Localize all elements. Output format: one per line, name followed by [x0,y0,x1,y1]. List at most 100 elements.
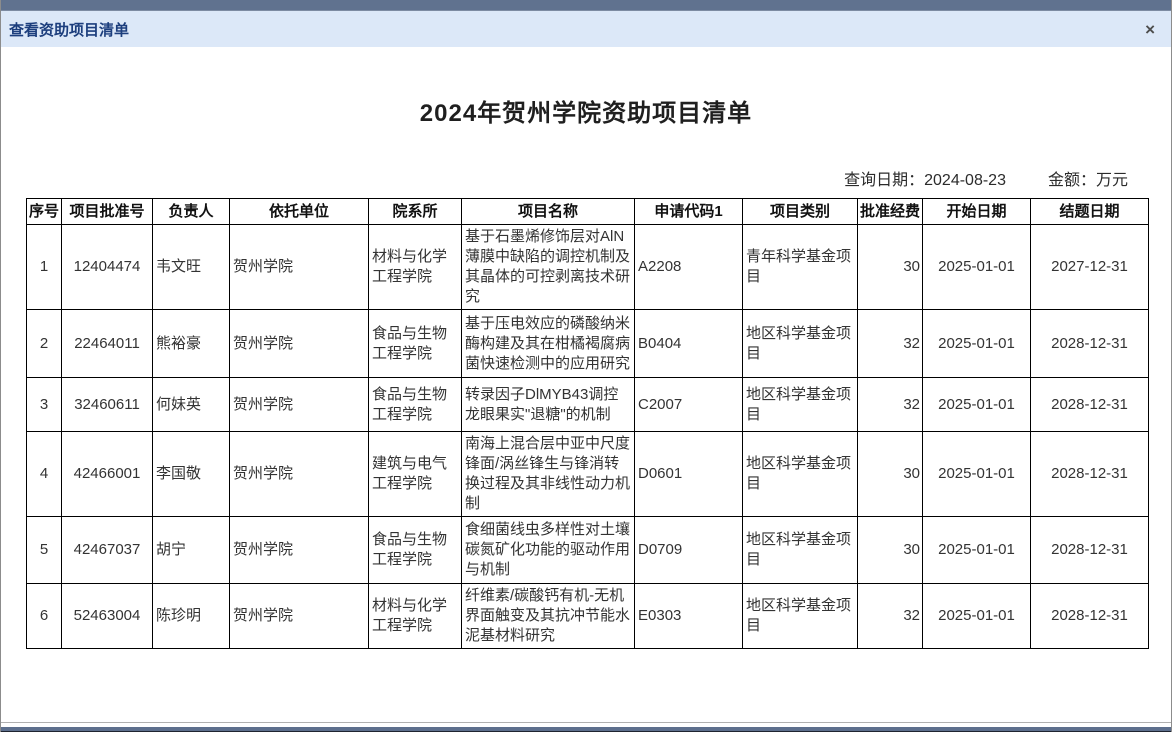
page-title: 2024年贺州学院资助项目清单 [419,100,753,127]
window-bottom-bar [1,727,1171,732]
table-cell: 22464011 [61,309,153,378]
bottom-gap [1,723,1171,727]
table-cell: 32460611 [61,377,153,432]
table-cell: 32 [857,583,923,649]
table-cell: 2025-01-01 [922,431,1031,517]
table-cell: 32 [857,377,923,432]
table-cell: 贺州学院 [229,583,369,649]
table-cell: D0709 [634,516,743,584]
table-cell: 建筑与电气工程学院 [368,431,462,517]
table-cell: 2028-12-31 [1030,516,1149,584]
table-cell: 贺州学院 [229,431,369,517]
table-cell: 熊裕豪 [152,309,230,378]
column-header: 项目名称 [461,198,635,225]
amount-label: 金额： [1047,172,1096,189]
table-cell: 胡宁 [152,516,230,584]
dialog-bottom-border [1,722,1171,723]
column-header: 申请代码1 [634,198,743,225]
table-cell: C2007 [634,377,743,432]
table-cell: 青年科学基金项目 [742,224,858,310]
table-cell: 2027-12-31 [1030,224,1149,310]
table-cell: 2 [26,309,62,378]
table-cell: 32 [857,309,923,378]
table-cell: 食细菌线虫多样性对土壤碳氮矿化功能的驱动作用与机制 [461,516,635,584]
query-date-label: 查询日期： [844,172,925,189]
column-header: 院系所 [368,198,462,225]
table-cell: 地区科学基金项目 [742,583,858,649]
table-cell: 贺州学院 [229,516,369,584]
table-row: 2 22464011 熊裕豪 贺州学院 食品与生物工程学院 基于压电效应的磷酸纳米酶构建及… [26,309,1149,378]
table-row: 6 52463004 陈珍明 贺州学院 材料与化学工程学院 纤维素/碳酸钙有机-无机界面触… [26,583,1149,649]
table-cell: 贺州学院 [229,224,369,310]
table-cell: 地区科学基金项目 [742,431,858,517]
table-cell: 陈珍明 [152,583,230,649]
table-cell: 地区科学基金项目 [742,516,858,584]
table-cell: 2028-12-31 [1030,431,1149,517]
table-row: 4 42466001 李国敬 贺州学院 建筑与电气工程学院 南海上混合层中亚中尺度锋面/涡… [26,431,1149,517]
table-cell: B0404 [634,309,743,378]
table-cell: 何妹英 [152,377,230,432]
window-top-bar [1,0,1171,11]
table-cell: 2028-12-31 [1030,583,1149,649]
table-cell: 地区科学基金项目 [742,377,858,432]
table-cell: 42466001 [61,431,153,517]
table-cell: 基于石墨烯修饰层对AlN薄膜中缺陷的调控机制及其晶体的可控剥离技术研究 [461,224,635,310]
projects-table: 序号 项目批准号 负责人 依托单位 院系所 项目名称 申请代码1 项目类别 批准经费 开始日期 结题… [26,198,1149,649]
column-header: 依托单位 [229,198,369,225]
table-cell: 42467037 [61,516,153,584]
table-cell: 6 [26,583,62,649]
table-cell: 贺州学院 [229,309,369,378]
table-cell: 食品与生物工程学院 [368,309,462,378]
table-cell: 纤维素/碳酸钙有机-无机界面触变及其抗冲节能水泥基材料研究 [461,583,635,649]
dialog-content: 2024年贺州学院资助项目清单 查询日期：2024-08-23 金额：万元 序号项… [1,93,1171,649]
table-cell: 转录因子DlMYB43调控龙眼果实"退糖"的机制 [461,377,635,432]
column-header: 负责人 [152,198,230,225]
table-row: 5 42467037 胡宁 贺州学院 食品与生物工程学院 食细菌线虫多样性对土壤碳氮矿化功… [26,516,1149,584]
table-row: 3 32460611 何妹英 贺州学院 食品与生物工程学院 转录因子DlMYB43调控龙眼… [26,377,1149,432]
table-cell: 30 [857,431,923,517]
query-meta-line: 查询日期：2024-08-23 金额：万元 [26,166,1146,190]
table-cell: 1 [26,224,62,310]
table-cell: 30 [857,516,923,584]
table-cell: 南海上混合层中亚中尺度锋面/涡丝锋生与锋消转换过程及其非线性动力机制 [461,431,635,517]
table-header-row: 序号 项目批准号 负责人 依托单位 院系所 项目名称 申请代码1 项目类别 批准经费 开始日期 结题… [26,198,1149,225]
table-cell: 2025-01-01 [922,377,1031,432]
column-header: 项目类别 [742,198,858,225]
column-header: 批准经费 [857,198,923,225]
table-cell: 食品与生物工程学院 [368,377,462,432]
table-cell: 30 [857,224,923,310]
query-date-value: 2024-08-23 [924,172,1006,189]
table-cell: 12404474 [61,224,153,310]
table-cell: 韦文旺 [152,224,230,310]
table-cell: E0303 [634,583,743,649]
column-header: 序号 [26,198,62,225]
dialog-titlebar: 查看资助项目清单 × [1,11,1171,47]
table-cell: 李国敬 [152,431,230,517]
table-cell: 2028-12-31 [1030,309,1149,378]
column-header: 结题日期 [1030,198,1149,225]
window-bottom-edge [1,722,1171,732]
table-cell: 5 [26,516,62,584]
dialog-title: 查看资助项目清单 [9,21,130,39]
table-cell: 4 [26,431,62,517]
table-cell: 2025-01-01 [922,224,1031,310]
table-cell: 2028-12-31 [1030,377,1149,432]
table-cell: 材料与化学工程学院 [368,224,462,310]
table-cell: 2025-01-01 [922,309,1031,378]
table-row: 1 12404474 韦文旺 贺州学院 材料与化学工程学院 基于石墨烯修饰层对AlN薄膜中… [26,224,1149,310]
table-cell: 2025-01-01 [922,516,1031,584]
table-cell: D0601 [634,431,743,517]
table-cell: 2025-01-01 [922,583,1031,649]
table-cell: 材料与化学工程学院 [368,583,462,649]
table-cell: 食品与生物工程学院 [368,516,462,584]
column-header: 开始日期 [922,198,1031,225]
table-cell: 52463004 [61,583,153,649]
table-cell: 贺州学院 [229,377,369,432]
table-cell: 3 [26,377,62,432]
column-header: 项目批准号 [61,198,153,225]
table-cell: A2208 [634,224,743,310]
close-icon[interactable]: × [1145,19,1155,39]
table-cell: 基于压电效应的磷酸纳米酶构建及其在柑橘褐腐病菌快速检测中的应用研究 [461,309,635,378]
table-cell: 地区科学基金项目 [742,309,858,378]
